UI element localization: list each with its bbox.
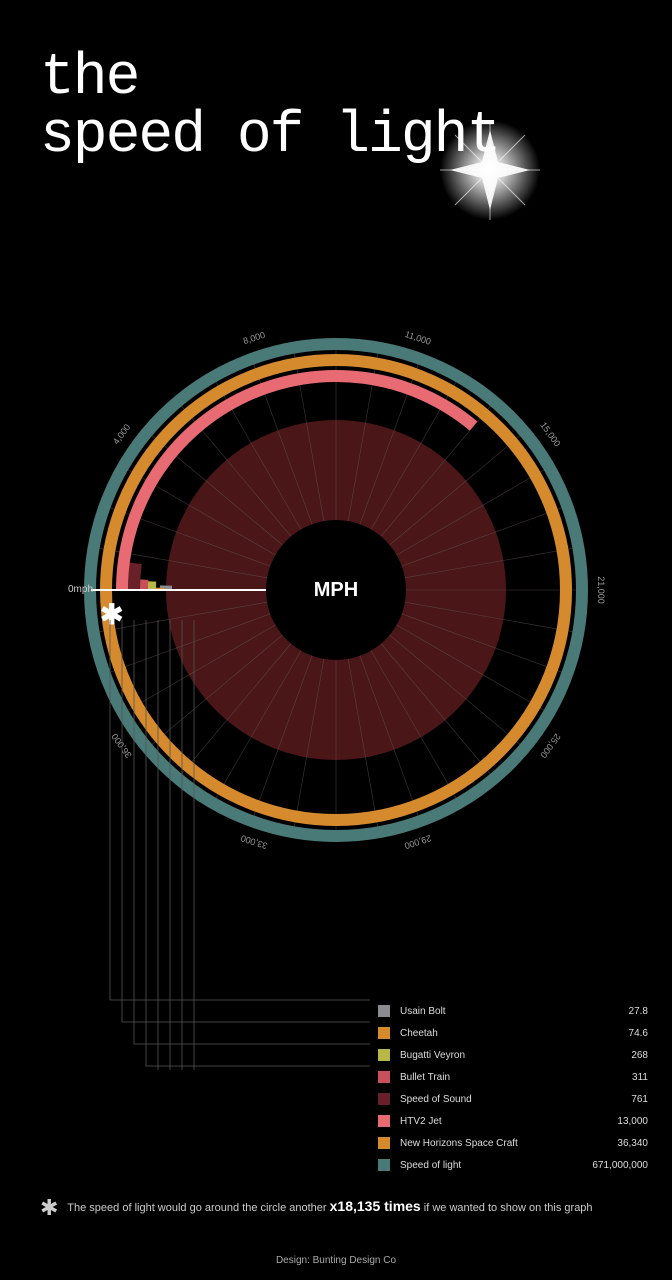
legend-swatch	[378, 1093, 390, 1105]
legend-label: Speed of Sound	[400, 1094, 568, 1105]
design-credit: Design: Bunting Design Co	[0, 1255, 672, 1266]
legend-label: HTV2 Jet	[400, 1116, 568, 1127]
legend-swatch	[378, 1115, 390, 1127]
legend-value: 671,000,000	[568, 1160, 648, 1171]
tick-label: 11,000	[404, 329, 433, 347]
tick-label: 15,000	[538, 420, 562, 448]
legend-row: Bullet Train311	[378, 1066, 648, 1088]
tick-label: 33,000	[239, 833, 268, 851]
title-line-2: speed of light	[40, 108, 499, 166]
legend-label: Usain Bolt	[400, 1006, 568, 1017]
legend-value: 761	[568, 1094, 648, 1105]
legend-row: Bugatti Veyron268	[378, 1044, 648, 1066]
legend-swatch	[378, 1137, 390, 1149]
legend-value: 27.8	[568, 1006, 648, 1017]
tick-label: 36,000	[109, 732, 133, 760]
legend-row: Usain Bolt27.8	[378, 1000, 648, 1022]
legend-value: 13,000	[568, 1116, 648, 1127]
tick-label: 21,000	[596, 576, 606, 604]
asterisk-marker: ✱	[100, 598, 123, 631]
legend-swatch	[378, 1005, 390, 1017]
legend-swatch	[378, 1159, 390, 1171]
legend-value: 268	[568, 1050, 648, 1061]
legend-row: New Horizons Space Craft36,340	[378, 1132, 648, 1154]
footnote-asterisk-icon: ✱	[40, 1195, 58, 1220]
title-line-1: the	[40, 50, 499, 108]
legend-label: Cheetah	[400, 1028, 568, 1039]
legend-row: HTV2 Jet13,000	[378, 1110, 648, 1132]
legend: Usain Bolt27.8Cheetah74.6Bugatti Veyron2…	[378, 1000, 648, 1176]
legend-row: Speed of light671,000,000	[378, 1154, 648, 1176]
footnote-prefix: The speed of light would go around the c…	[67, 1202, 326, 1214]
footnote-emphasis: x18,135 times	[330, 1198, 421, 1214]
tick-label: 8,000	[242, 330, 267, 346]
legend-value: 311	[568, 1072, 648, 1083]
legend-row: Cheetah74.6	[378, 1022, 648, 1044]
tick-label: 4,000	[111, 422, 132, 446]
footnote-suffix: if we wanted to show on this graph	[424, 1202, 593, 1214]
center-mph-label: MPH	[314, 579, 358, 601]
tick-label: 25,000	[538, 732, 562, 760]
legend-label: Speed of light	[400, 1160, 568, 1171]
legend-swatch	[378, 1071, 390, 1083]
title-block: the speed of light	[40, 50, 499, 166]
tick-label: 29,000	[403, 833, 432, 851]
footnote: ✱ The speed of light would go around the…	[40, 1195, 632, 1221]
legend-label: Bullet Train	[400, 1072, 568, 1083]
radial-speed-chart: MPH 4,000 8,000 11,000 15,000 21,000 25,000 29,…	[0, 310, 672, 870]
legend-value: 74.6	[568, 1028, 648, 1039]
legend-swatch	[378, 1049, 390, 1061]
legend-row: Speed of Sound761	[378, 1088, 648, 1110]
legend-label: New Horizons Space Craft	[400, 1138, 568, 1149]
legend-label: Bugatti Veyron	[400, 1050, 568, 1061]
legend-value: 36,340	[568, 1138, 648, 1149]
legend-swatch	[378, 1027, 390, 1039]
zero-mph-label: 0mph	[68, 584, 93, 595]
